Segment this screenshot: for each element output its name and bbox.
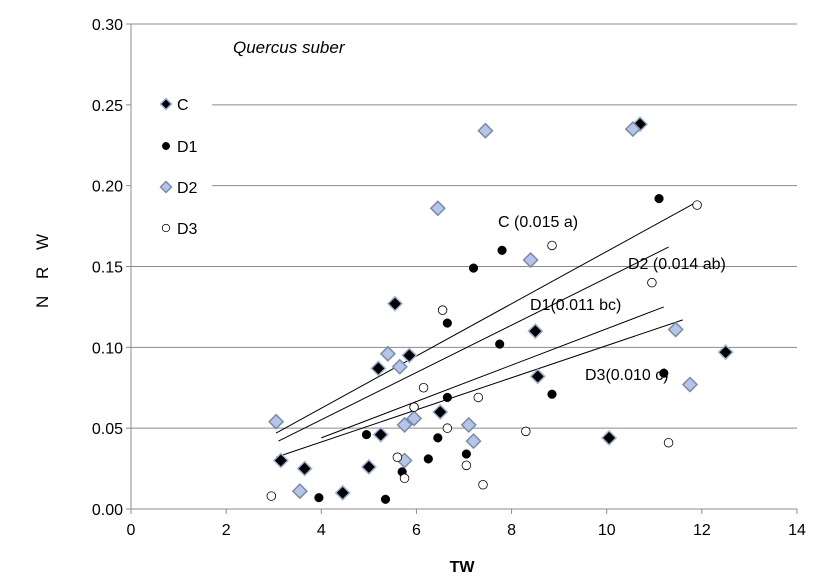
marker-d2: [667, 321, 684, 338]
marker-d2: [405, 410, 423, 427]
legend-label-c: C: [177, 97, 189, 114]
marker-c: [386, 295, 404, 312]
marker-d1: [497, 245, 507, 255]
marker-c: [432, 403, 449, 421]
regression-label: D2 (0.014 ab): [628, 256, 726, 273]
marker-d1: [162, 142, 170, 150]
marker-d2: [268, 413, 285, 430]
y-tick-label: 0.00: [92, 502, 123, 519]
marker-c: [372, 426, 389, 443]
marker-d3: [437, 305, 448, 315]
regression-lines: C (0.015 a) D2 (0.014 ab) D1(0.011 bc) D3(0…: [275, 201, 726, 458]
marker-c: [401, 347, 418, 364]
marker-d2: [624, 121, 641, 138]
marker-c: [527, 323, 544, 340]
marker-d3: [266, 491, 277, 501]
x-tick-label: 14: [788, 522, 806, 539]
axes: [126, 23, 798, 514]
y-tick-label: 0.15: [92, 260, 123, 277]
marker-c: [360, 458, 377, 476]
marker-c: [159, 97, 173, 111]
marker-d3: [647, 277, 657, 288]
tick-labels: 0.00 0.05 0.10 0.15 0.20 0.25 0.30 0 2 4 6 8 10 12 14: [92, 17, 806, 539]
marker-d2: [391, 358, 408, 375]
marker-d2: [477, 122, 494, 139]
marker-c: [272, 452, 289, 469]
marker-c: [334, 484, 351, 501]
legend: C D1 D2 D3: [159, 97, 198, 238]
marker-d3: [478, 480, 488, 490]
marker-c: [529, 368, 546, 385]
data-points: [266, 116, 734, 504]
x-tick-label: 10: [598, 522, 616, 539]
marker-d1: [442, 318, 452, 328]
legend-label-d1: D1: [177, 139, 198, 156]
marker-d3: [418, 383, 429, 393]
gridlines: [131, 23, 797, 429]
regression-label: D3(0.010 c): [585, 367, 669, 384]
x-axis-title: TW: [450, 559, 476, 576]
x-tick-label: 8: [507, 522, 516, 539]
marker-d1: [461, 449, 471, 459]
marker-c: [601, 429, 618, 446]
y-tick-label: 0.05: [92, 421, 123, 438]
y-tick-label: 0.30: [92, 17, 123, 34]
marker-d2: [429, 200, 446, 217]
marker-d2: [396, 416, 413, 433]
marker-d1: [433, 433, 443, 443]
marker-d3: [663, 437, 674, 448]
legend-label-d3: D3: [177, 221, 198, 238]
marker-d1: [659, 368, 669, 378]
marker-c: [296, 460, 313, 477]
marker-d2: [460, 416, 477, 433]
regression-label: C (0.015 a): [498, 214, 578, 231]
marker-d1: [468, 263, 479, 273]
y-tick-label: 0.25: [92, 98, 123, 115]
marker-d1: [380, 494, 391, 504]
regression-line: [275, 201, 698, 434]
marker-d3: [409, 402, 419, 412]
marker-d3: [547, 240, 557, 251]
marker-d2: [681, 376, 699, 393]
y-axis-title: N R W: [33, 228, 52, 308]
y-tick-label: 0.20: [92, 179, 123, 196]
marker-d2: [291, 483, 308, 500]
marker-d1: [314, 493, 324, 503]
marker-d2: [379, 345, 396, 362]
marker-c: [717, 344, 734, 361]
marker-d3: [399, 473, 410, 484]
marker-d1: [495, 339, 505, 349]
marker-d1: [442, 392, 452, 403]
marker-d2: [159, 180, 173, 194]
marker-d1: [654, 194, 664, 204]
marker-c: [370, 360, 387, 377]
marker-d2: [465, 433, 482, 450]
regression-line: [321, 306, 664, 439]
marker-d1: [361, 430, 372, 440]
x-tick-label: 12: [693, 522, 711, 539]
marker-d3: [521, 426, 531, 437]
x-tick-label: 0: [127, 522, 136, 539]
marker-d1: [423, 454, 433, 464]
x-tick-label: 2: [222, 522, 231, 539]
marker-d3: [392, 452, 403, 463]
x-tick-label: 6: [412, 522, 421, 539]
marker-d3: [461, 460, 472, 471]
marker-d3: [473, 392, 484, 403]
x-tick-label: 4: [317, 522, 326, 539]
marker-d3: [161, 223, 171, 233]
marker-d2: [522, 251, 539, 269]
y-tick-label: 0.10: [92, 340, 123, 357]
legend-label-d2: D2: [177, 180, 198, 197]
marker-d1: [547, 389, 557, 399]
marker-d3: [692, 200, 702, 210]
regression-line: [275, 319, 683, 458]
marker-d3: [442, 423, 453, 433]
chart-title: Quercus suber: [233, 38, 346, 57]
regression-label: D1(0.011 bc): [530, 297, 621, 314]
regression-line: [278, 246, 669, 442]
